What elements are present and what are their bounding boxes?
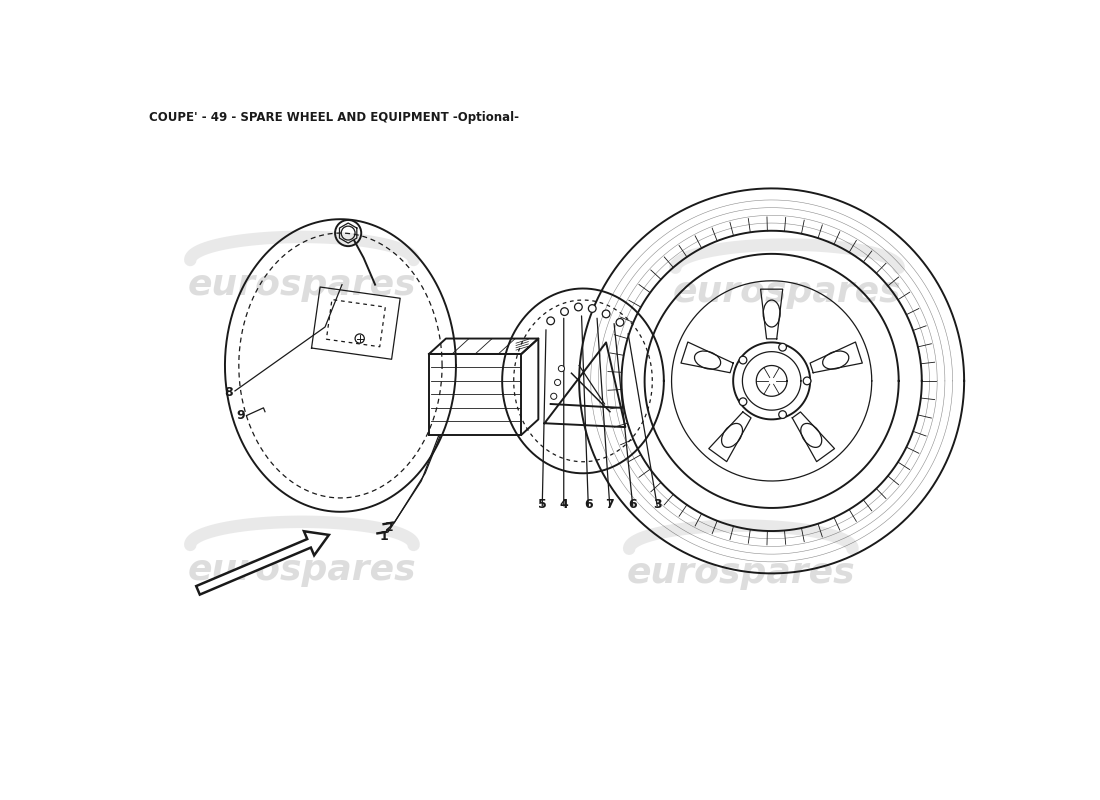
Circle shape [588,305,596,312]
Circle shape [603,310,609,318]
Text: 6: 6 [584,498,593,510]
Text: 9: 9 [236,409,244,422]
Circle shape [574,303,582,311]
Circle shape [739,398,747,406]
Circle shape [779,343,786,351]
Text: 3: 3 [653,498,662,510]
Circle shape [551,394,557,399]
Text: eurospares: eurospares [188,553,416,586]
Circle shape [554,379,561,386]
FancyArrow shape [196,531,329,594]
Circle shape [561,308,569,315]
Circle shape [739,356,747,364]
Circle shape [779,410,786,418]
Text: 7: 7 [606,498,614,510]
Text: 8: 8 [224,386,233,399]
Text: 4: 4 [560,498,568,510]
Text: eurospares: eurospares [188,268,416,302]
Text: eurospares: eurospares [627,557,855,590]
Text: 2: 2 [385,521,394,534]
Circle shape [547,317,554,325]
Text: 5: 5 [538,498,547,510]
Text: eurospares: eurospares [673,275,901,310]
Circle shape [616,318,624,326]
Circle shape [803,377,811,385]
Text: 6: 6 [629,498,637,510]
Text: COUPE' - 49 - SPARE WHEEL AND EQUIPMENT -Optional-: COUPE' - 49 - SPARE WHEEL AND EQUIPMENT … [148,111,519,124]
Text: 1: 1 [379,530,388,543]
Circle shape [559,366,564,372]
